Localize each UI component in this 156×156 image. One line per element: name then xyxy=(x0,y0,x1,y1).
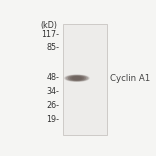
Ellipse shape xyxy=(72,77,82,79)
Text: 34-: 34- xyxy=(46,88,59,97)
Ellipse shape xyxy=(65,75,89,81)
Text: Cyclin A1: Cyclin A1 xyxy=(110,74,150,83)
Text: 85-: 85- xyxy=(46,43,59,52)
Ellipse shape xyxy=(66,76,88,81)
Text: 19-: 19- xyxy=(46,115,59,124)
Text: (kD): (kD) xyxy=(40,21,57,30)
Text: 48-: 48- xyxy=(46,73,59,82)
Ellipse shape xyxy=(73,77,80,80)
Ellipse shape xyxy=(68,76,86,80)
Ellipse shape xyxy=(70,76,84,80)
Text: 117-: 117- xyxy=(41,30,59,39)
Text: 26-: 26- xyxy=(46,101,59,110)
Bar xyxy=(63,24,107,135)
